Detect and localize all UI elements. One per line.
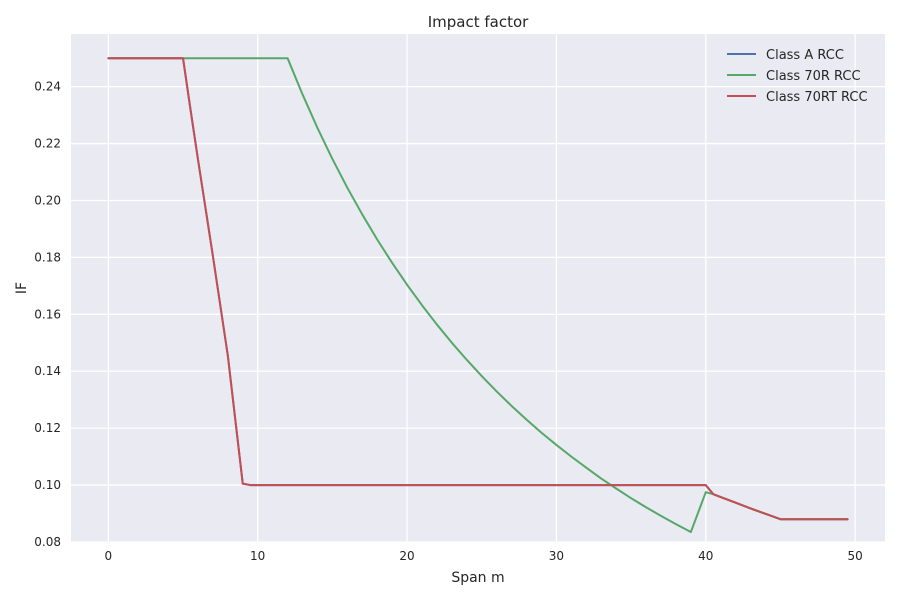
- x-axis-ticks: 0 10 20 30 40 50: [105, 549, 863, 563]
- y-tick-label: 0.24: [34, 80, 61, 94]
- legend: Class A RCC Class 70R RCC Class 70RT RCC: [727, 48, 868, 105]
- legend-label-2: Class 70RT RCC: [766, 90, 868, 105]
- series-lines: [107, 57, 849, 534]
- legend-label-1: Class 70R RCC: [766, 69, 861, 84]
- x-tick-label: 50: [847, 549, 862, 563]
- y-tick-label: 0.22: [34, 137, 61, 151]
- plot-area: [71, 34, 885, 542]
- x-tick-label: 10: [250, 549, 265, 563]
- y-tick-label: 0.20: [34, 193, 61, 207]
- y-tick-label: 0.14: [34, 364, 61, 378]
- x-axis-title: Span m: [451, 570, 504, 586]
- x-tick-label: 0: [105, 549, 113, 563]
- y-axis-ticks: 0.08 0.10 0.12 0.14 0.16 0.18 0.20 0.22 0.24: [34, 80, 61, 549]
- y-tick-label: 0.12: [34, 421, 61, 435]
- x-tick-label: 20: [399, 549, 414, 563]
- y-axis-title: IF: [14, 282, 30, 294]
- series-line-2: [107, 57, 849, 521]
- chart-title: Impact factor: [428, 13, 529, 31]
- x-tick-label: 30: [549, 549, 564, 563]
- x-tick-label: 40: [698, 549, 713, 563]
- legend-label-0: Class A RCC: [766, 48, 844, 63]
- y-tick-label: 0.08: [34, 535, 61, 549]
- y-tick-label: 0.16: [34, 307, 61, 321]
- y-tick-label: 0.18: [34, 250, 61, 264]
- y-tick-label: 0.10: [34, 478, 61, 492]
